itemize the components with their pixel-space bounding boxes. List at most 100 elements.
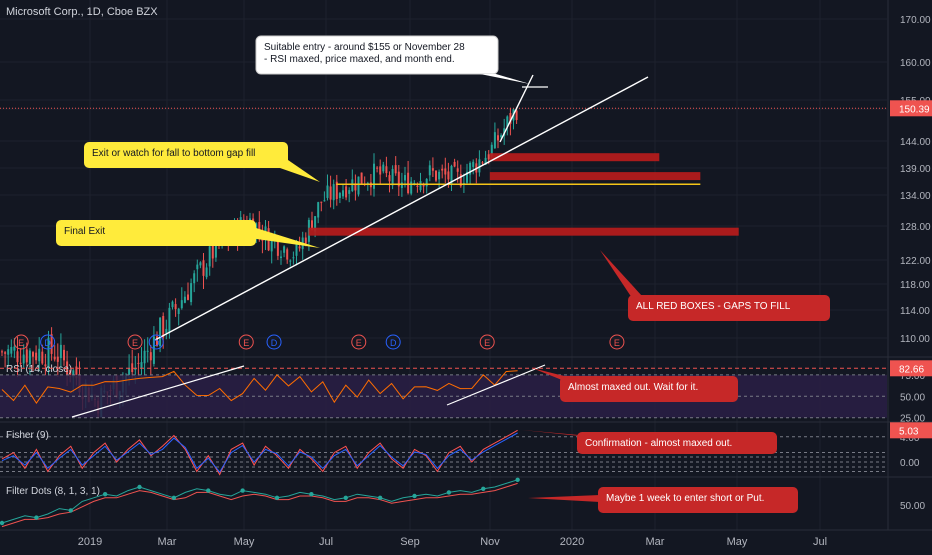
candle-body — [493, 132, 496, 149]
candle-body — [1, 351, 3, 353]
callout-suitable-entry: Suitable entry - around $155 or November… — [255, 35, 530, 84]
candle-body — [342, 190, 344, 197]
candle-body — [490, 144, 493, 157]
callout-fisher-note-tail — [522, 430, 590, 436]
y-tick-label: 128.00 — [900, 222, 931, 233]
callout-suitable-entry-tail — [480, 74, 530, 84]
filter-dot — [274, 495, 280, 500]
callout-fisher-note-box — [577, 432, 777, 454]
candle-body — [276, 241, 279, 256]
candle-body — [75, 366, 78, 379]
candle-body — [280, 256, 282, 258]
y-tick-label: 134.00 — [900, 191, 931, 202]
rsi-line — [1, 370, 518, 404]
candle-body — [162, 316, 165, 338]
candle-body — [180, 300, 183, 309]
candle-body — [317, 202, 320, 218]
candle-body — [199, 262, 202, 266]
event-marker-icon — [479, 334, 495, 350]
callout-exit-watch-tail — [280, 160, 320, 182]
candle-body — [292, 257, 295, 259]
candle-body — [466, 171, 468, 183]
candle-body — [385, 166, 388, 174]
x-tick-label: 2019 — [78, 536, 102, 548]
filter-series-line — [1, 482, 518, 528]
candle-body — [515, 110, 518, 120]
y-tick-label: 170.00 — [900, 15, 931, 26]
candle-body — [47, 337, 50, 369]
candle-body — [435, 170, 437, 181]
candle-body — [416, 185, 419, 187]
candle-body — [326, 185, 329, 198]
candle-body — [484, 157, 487, 165]
candle-body — [286, 249, 289, 260]
candle-body — [404, 175, 406, 181]
candle-body — [478, 159, 481, 173]
candle-body — [357, 176, 360, 195]
candle-body — [472, 161, 475, 167]
filter-title: Filter Dots (8, 1, 3, 1) — [6, 486, 100, 497]
candle-body — [410, 181, 413, 194]
x-tick-label: Sep — [400, 536, 420, 548]
candle-body — [382, 164, 385, 172]
callout-suitable-entry-text: Suitable entry - around $155 or November… — [264, 42, 465, 65]
candle-body — [4, 352, 7, 354]
x-tick-label: Mar — [646, 536, 665, 548]
grid-lines — [0, 0, 887, 530]
candle-body — [38, 348, 41, 362]
candle-body — [53, 356, 56, 360]
candle-body — [407, 172, 410, 194]
candle-body — [149, 352, 152, 361]
filter-series-line — [1, 479, 518, 524]
candle-body — [453, 161, 456, 167]
candle-body — [69, 369, 72, 377]
candle-body — [338, 193, 341, 198]
candle-body — [289, 260, 292, 262]
candle-body — [419, 181, 422, 191]
fisher-tick: 0.00 — [900, 458, 920, 469]
rsi-trendline-1 — [71, 365, 245, 418]
callout-fisher-note: Confirmation - almost maxed out. — [522, 430, 777, 454]
event-marker-label: E — [484, 338, 490, 348]
fisher-last-value: 5.03 — [899, 426, 919, 437]
candle-body — [428, 165, 431, 176]
filter-dot — [412, 493, 417, 499]
candle-body — [391, 169, 394, 186]
candle-body — [137, 362, 140, 364]
event-marker-icon — [13, 334, 29, 350]
rsi-tick: 50.00 — [900, 392, 925, 403]
candle-body — [131, 363, 134, 372]
rsi-tick: 25.00 — [900, 414, 925, 425]
candle-body — [441, 168, 444, 171]
candle-body — [211, 245, 214, 259]
candle-body — [28, 350, 31, 365]
candle-body — [360, 172, 363, 185]
candle-body — [202, 260, 205, 276]
candle-body — [165, 328, 168, 334]
filter-dot — [377, 495, 383, 500]
candle-body — [187, 294, 189, 300]
callout-gaps-to-fill-box — [628, 295, 830, 321]
filter-dot — [481, 486, 486, 491]
candle-body — [456, 168, 459, 172]
candle-body — [146, 350, 149, 352]
callout-rsi-note-text: Almost maxed out. Wait for it. — [568, 382, 698, 393]
candle-body — [258, 222, 261, 231]
event-marker-label: D — [153, 338, 160, 348]
event-marker-icon — [238, 334, 254, 350]
callout-gaps-to-fill-tail — [600, 250, 642, 298]
candle-body — [193, 273, 196, 284]
event-marker-icon — [127, 334, 143, 350]
candle-body — [481, 162, 484, 164]
candle-body — [283, 246, 286, 253]
candle-body — [379, 166, 382, 175]
candle-body — [323, 200, 326, 202]
y-tick-label: 110.00 — [900, 334, 930, 345]
candle-body — [16, 351, 19, 363]
trendline-steep — [499, 74, 534, 143]
callout-fisher-note-text: Confirmation - almost maxed out. — [585, 438, 732, 449]
candle-body — [332, 184, 335, 201]
filter-dot — [0, 520, 5, 526]
